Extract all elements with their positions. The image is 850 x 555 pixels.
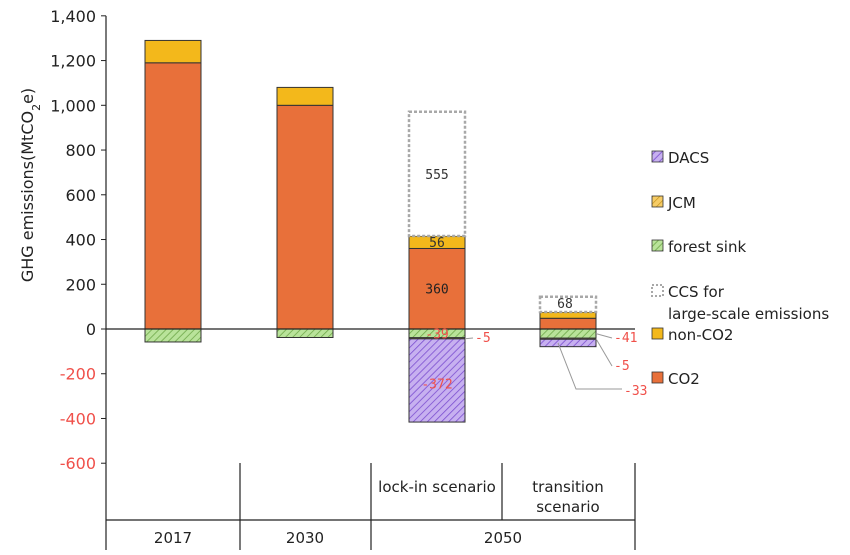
leader-jcm-lockin [464, 337, 474, 340]
year-label-2050: 2050 [484, 529, 522, 547]
bar-forest-sink-2050-transition [539, 328, 597, 339]
label-jcm-lockin: -5 [475, 331, 491, 346]
legend-swatch-co2 [651, 371, 664, 384]
y-tick-label: 1,000 [50, 96, 96, 115]
leader-forest-transition [595, 333, 613, 339]
label-jcm-transition: -5 [614, 359, 630, 374]
bar-co2-2050-transition [539, 317, 597, 330]
bar-forest-sink-2017 [144, 328, 202, 343]
legend-swatch-dacs [651, 150, 664, 163]
bar-dacs-2050-lockin [408, 338, 466, 423]
y-tick-label: 1,200 [50, 52, 96, 71]
year-label-2030: 2030 [286, 529, 324, 547]
label-dacs-lockin: -372 [421, 377, 452, 392]
leader-dacs-transition [557, 342, 622, 390]
label-nonco2-lockin: 56 [429, 236, 445, 251]
label-ccs-transition: 68 [557, 297, 573, 312]
y-tick-label: 0 [86, 320, 96, 339]
y-axis-title-end: e) [18, 88, 37, 104]
legend-label-forest-sink: forest sink [668, 238, 746, 256]
bar-non-co2-2050-transition [539, 311, 597, 319]
label-forest-transition: -41 [614, 331, 637, 346]
legend-label-ccs-for-large-scale-emissions: CCS for large-scale emissions [668, 283, 829, 323]
label-forest-lockin: -39 [425, 327, 448, 342]
legend-label-non-co2: non-CO2 [668, 326, 733, 344]
legend: DACS JCM forest sink CCS for large-scale emi… [651, 149, 829, 388]
y-tick-label: 200 [65, 275, 96, 294]
y-tick-label: -600 [60, 454, 96, 473]
legend-label-dacs: DACS [668, 149, 709, 167]
x-axis: 2017 2030 2050 lock-in scenario transition sc… [105, 463, 636, 550]
y-axis-label: GHG emissions(MtCO2e) [18, 88, 43, 282]
bar-co2-2030 [276, 104, 334, 330]
y-tick-label: -400 [60, 409, 96, 428]
legend-swatch-ccs-for-large-scale-emissions [651, 284, 664, 297]
legend-swatch-non-co2 [651, 327, 664, 340]
legend-label-jcm: JCM [667, 194, 696, 212]
bar-ccs-for-large-scale-emissions-2050-transition [538, 295, 598, 314]
leader-jcm-transition [595, 338, 613, 367]
bar-dacs-2050-transition [539, 338, 597, 348]
y-tick-label: 400 [65, 231, 96, 250]
y-tick-label: 1,400 [50, 7, 96, 26]
y-tick-label: 800 [65, 141, 96, 160]
bar-non-co2-2030 [276, 86, 334, 106]
bar-co2-2017 [144, 62, 202, 330]
y-axis-title: GHG emissions(MtCO2e) [18, 88, 43, 282]
data-labels: 555 56 360 -39 -372 -5 68 -41 -5 -33 [421, 168, 647, 399]
scenario-label-lockin: lock-in scenario [378, 478, 496, 496]
year-label-2017: 2017 [154, 529, 192, 547]
bar-forest-sink-2030 [276, 328, 334, 339]
bar-ccs-for-large-scale-emissions-2050-lockin [407, 110, 467, 238]
legend-swatch-jcm [651, 195, 664, 208]
legend-swatch-forest-sink [651, 239, 664, 252]
bar-co2-2050-lockin [408, 247, 466, 330]
label-ccs-lockin: 555 [425, 168, 448, 183]
label-co2-lockin: 360 [425, 283, 448, 298]
scenario-label-transition: transition scenario [532, 478, 603, 516]
bar-non-co2-2017 [144, 39, 202, 64]
legend-label-co2: CO2 [668, 370, 700, 388]
y-tick-label: 600 [65, 186, 96, 205]
y-axis: -600 -400 -200 0 200 400 600 800 1,000 1,200 1,400 [50, 7, 107, 473]
y-tick-label: -200 [60, 365, 96, 384]
bars [144, 39, 598, 423]
label-dacs-transition: -33 [624, 384, 647, 399]
y-axis-title-subscript: 2 [30, 104, 43, 111]
